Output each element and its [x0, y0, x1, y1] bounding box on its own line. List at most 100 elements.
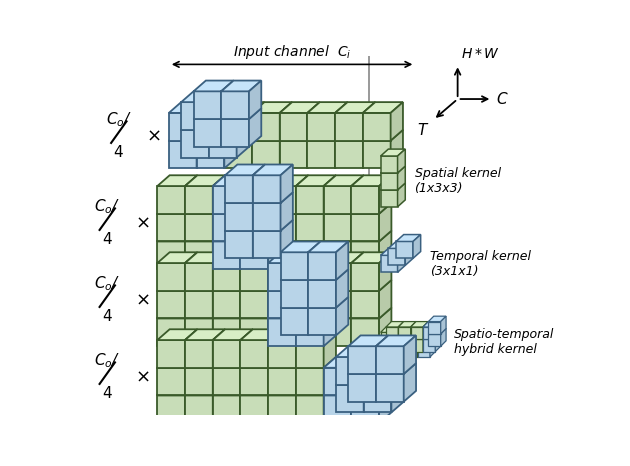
- Polygon shape: [376, 363, 388, 402]
- Polygon shape: [185, 357, 225, 368]
- Polygon shape: [307, 130, 320, 168]
- Polygon shape: [411, 327, 423, 339]
- Polygon shape: [158, 175, 197, 186]
- Text: $C$: $C$: [496, 91, 508, 107]
- Polygon shape: [268, 231, 280, 269]
- Polygon shape: [296, 368, 324, 396]
- Polygon shape: [197, 141, 224, 168]
- Polygon shape: [185, 231, 225, 241]
- Polygon shape: [381, 183, 405, 190]
- Polygon shape: [280, 192, 293, 231]
- Polygon shape: [268, 241, 296, 269]
- Polygon shape: [268, 203, 280, 241]
- Polygon shape: [158, 231, 197, 241]
- Polygon shape: [352, 280, 364, 318]
- Polygon shape: [193, 108, 234, 119]
- Polygon shape: [237, 91, 249, 130]
- Polygon shape: [379, 231, 391, 269]
- Polygon shape: [280, 130, 320, 141]
- Polygon shape: [352, 357, 364, 396]
- Polygon shape: [324, 214, 352, 241]
- Polygon shape: [363, 102, 375, 141]
- Polygon shape: [398, 183, 405, 207]
- Polygon shape: [241, 263, 268, 291]
- Polygon shape: [308, 269, 321, 308]
- Polygon shape: [411, 322, 416, 339]
- Polygon shape: [413, 234, 421, 259]
- Polygon shape: [158, 252, 197, 263]
- Text: $\times$: $\times$: [135, 290, 149, 308]
- Text: $\times$: $\times$: [135, 213, 149, 231]
- Polygon shape: [213, 231, 253, 241]
- Polygon shape: [280, 252, 308, 280]
- Polygon shape: [221, 81, 261, 91]
- Polygon shape: [435, 334, 440, 352]
- Polygon shape: [405, 327, 423, 332]
- Polygon shape: [308, 308, 336, 336]
- Text: $C_o$/: $C_o$/: [106, 110, 132, 129]
- Polygon shape: [296, 231, 308, 269]
- Polygon shape: [213, 368, 241, 396]
- Polygon shape: [213, 252, 225, 291]
- Text: Temporal kernel
(3x1x1): Temporal kernel (3x1x1): [430, 250, 531, 278]
- Polygon shape: [296, 396, 324, 423]
- Polygon shape: [280, 269, 321, 280]
- Polygon shape: [352, 280, 391, 291]
- Polygon shape: [241, 231, 280, 241]
- Polygon shape: [158, 280, 197, 291]
- Polygon shape: [296, 385, 308, 423]
- Polygon shape: [241, 252, 253, 291]
- Polygon shape: [296, 308, 308, 346]
- Polygon shape: [307, 130, 348, 141]
- Polygon shape: [213, 357, 225, 396]
- Polygon shape: [197, 130, 237, 141]
- Polygon shape: [253, 164, 293, 175]
- Polygon shape: [348, 346, 376, 374]
- Polygon shape: [268, 252, 308, 263]
- Polygon shape: [352, 203, 391, 214]
- Polygon shape: [381, 332, 393, 345]
- Polygon shape: [324, 385, 364, 396]
- Polygon shape: [352, 291, 379, 318]
- Polygon shape: [225, 192, 265, 203]
- Polygon shape: [241, 385, 280, 396]
- Polygon shape: [352, 385, 364, 423]
- Polygon shape: [185, 308, 197, 346]
- Polygon shape: [296, 318, 324, 346]
- Polygon shape: [335, 130, 348, 168]
- Polygon shape: [308, 280, 336, 308]
- Polygon shape: [364, 346, 404, 357]
- Polygon shape: [213, 241, 241, 269]
- Polygon shape: [381, 166, 405, 173]
- Polygon shape: [241, 357, 253, 396]
- Polygon shape: [307, 141, 335, 168]
- Text: $4$: $4$: [102, 232, 113, 247]
- Polygon shape: [213, 175, 253, 186]
- Polygon shape: [185, 203, 197, 241]
- Polygon shape: [363, 130, 403, 141]
- Polygon shape: [336, 346, 376, 357]
- Polygon shape: [307, 113, 335, 141]
- Text: $C_o$/: $C_o$/: [94, 274, 120, 293]
- Polygon shape: [381, 327, 398, 332]
- Polygon shape: [393, 332, 405, 345]
- Polygon shape: [296, 175, 308, 214]
- Polygon shape: [324, 280, 364, 291]
- Polygon shape: [158, 214, 185, 241]
- Polygon shape: [213, 203, 225, 241]
- Polygon shape: [197, 130, 209, 168]
- Polygon shape: [364, 357, 391, 385]
- Polygon shape: [213, 214, 241, 241]
- Polygon shape: [352, 368, 379, 396]
- Polygon shape: [428, 334, 440, 346]
- Polygon shape: [296, 385, 336, 396]
- Polygon shape: [398, 166, 405, 190]
- Polygon shape: [197, 102, 237, 113]
- Polygon shape: [225, 220, 265, 231]
- Polygon shape: [252, 113, 280, 141]
- Polygon shape: [379, 252, 391, 291]
- Polygon shape: [324, 308, 336, 346]
- Polygon shape: [324, 385, 336, 423]
- Polygon shape: [398, 248, 405, 272]
- Polygon shape: [158, 308, 197, 318]
